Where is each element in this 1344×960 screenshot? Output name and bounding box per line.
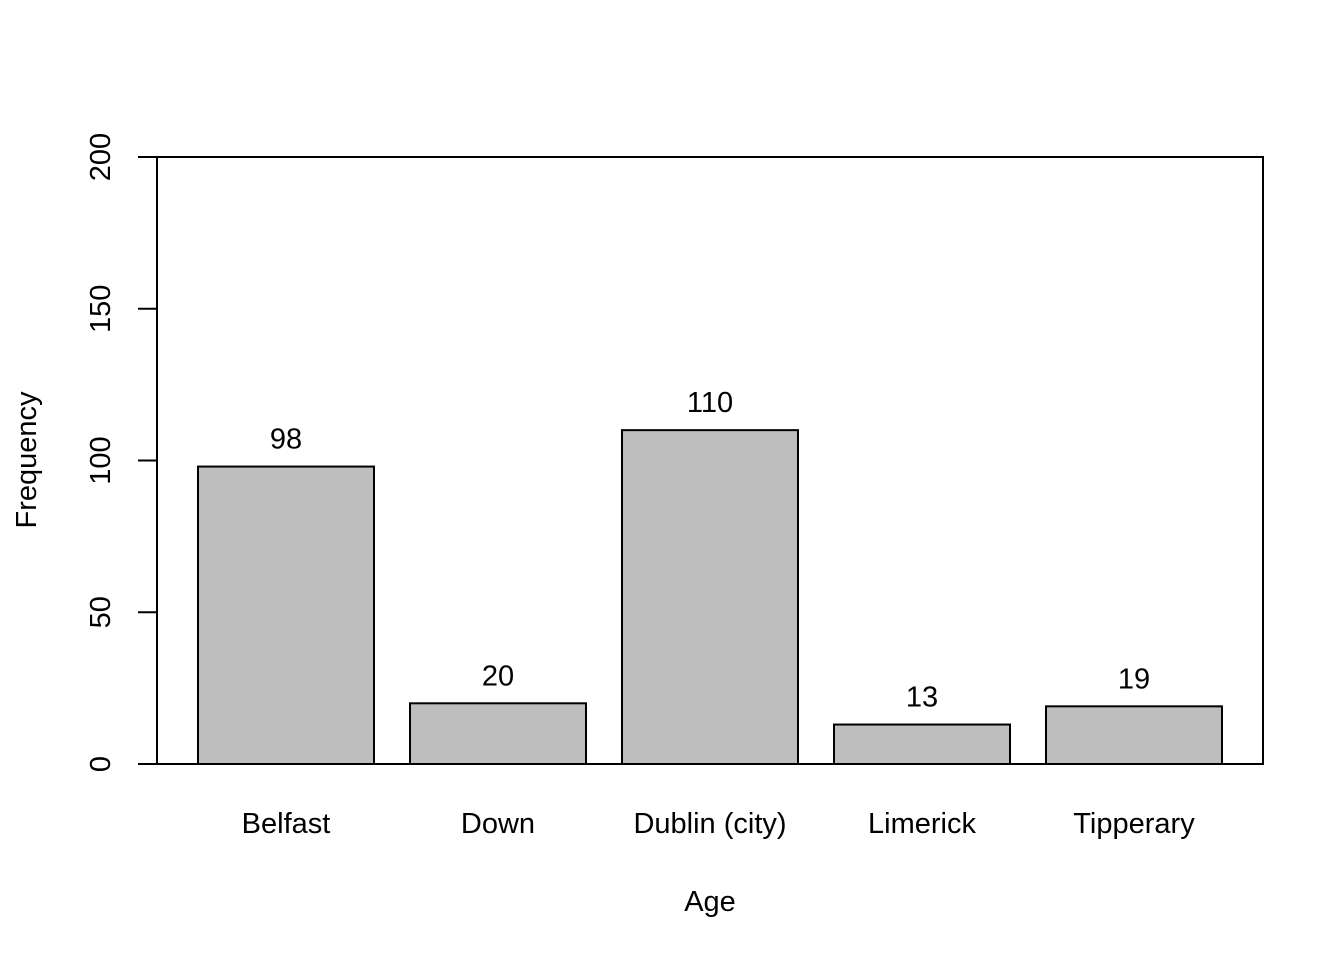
- bar-down: [409, 702, 587, 765]
- y-tick-label: 200: [85, 133, 117, 181]
- data-label: 19: [1118, 663, 1150, 695]
- bar-dublin-city: [621, 429, 799, 765]
- y-axis: 0 50 100 150 200: [85, 133, 157, 772]
- data-labels: 98 20 110 13 19: [270, 387, 1150, 713]
- y-tick-label: 100: [85, 436, 117, 484]
- category-label: Down: [461, 808, 535, 840]
- y-tick-label: 0: [85, 756, 117, 772]
- bar-limerick: [833, 723, 1011, 765]
- y-tick-label: 50: [85, 596, 117, 628]
- bar-tipperary: [1045, 705, 1223, 766]
- category-label: Belfast: [242, 808, 331, 840]
- bar-belfast: [197, 465, 375, 765]
- y-axis-label: Frequency: [11, 391, 43, 529]
- x-axis-label: Age: [684, 886, 736, 918]
- bars: [197, 429, 1223, 766]
- category-labels: Belfast Down Dublin (city) Limerick Tipperar…: [242, 808, 1196, 840]
- data-label: 110: [687, 387, 733, 419]
- y-tick-label: 150: [85, 285, 117, 333]
- data-label: 98: [270, 424, 302, 456]
- category-label: Limerick: [868, 808, 976, 840]
- data-label: 13: [906, 682, 938, 714]
- category-label: Dublin (city): [633, 808, 786, 840]
- category-label: Tipperary: [1073, 808, 1195, 840]
- data-label: 20: [482, 660, 514, 692]
